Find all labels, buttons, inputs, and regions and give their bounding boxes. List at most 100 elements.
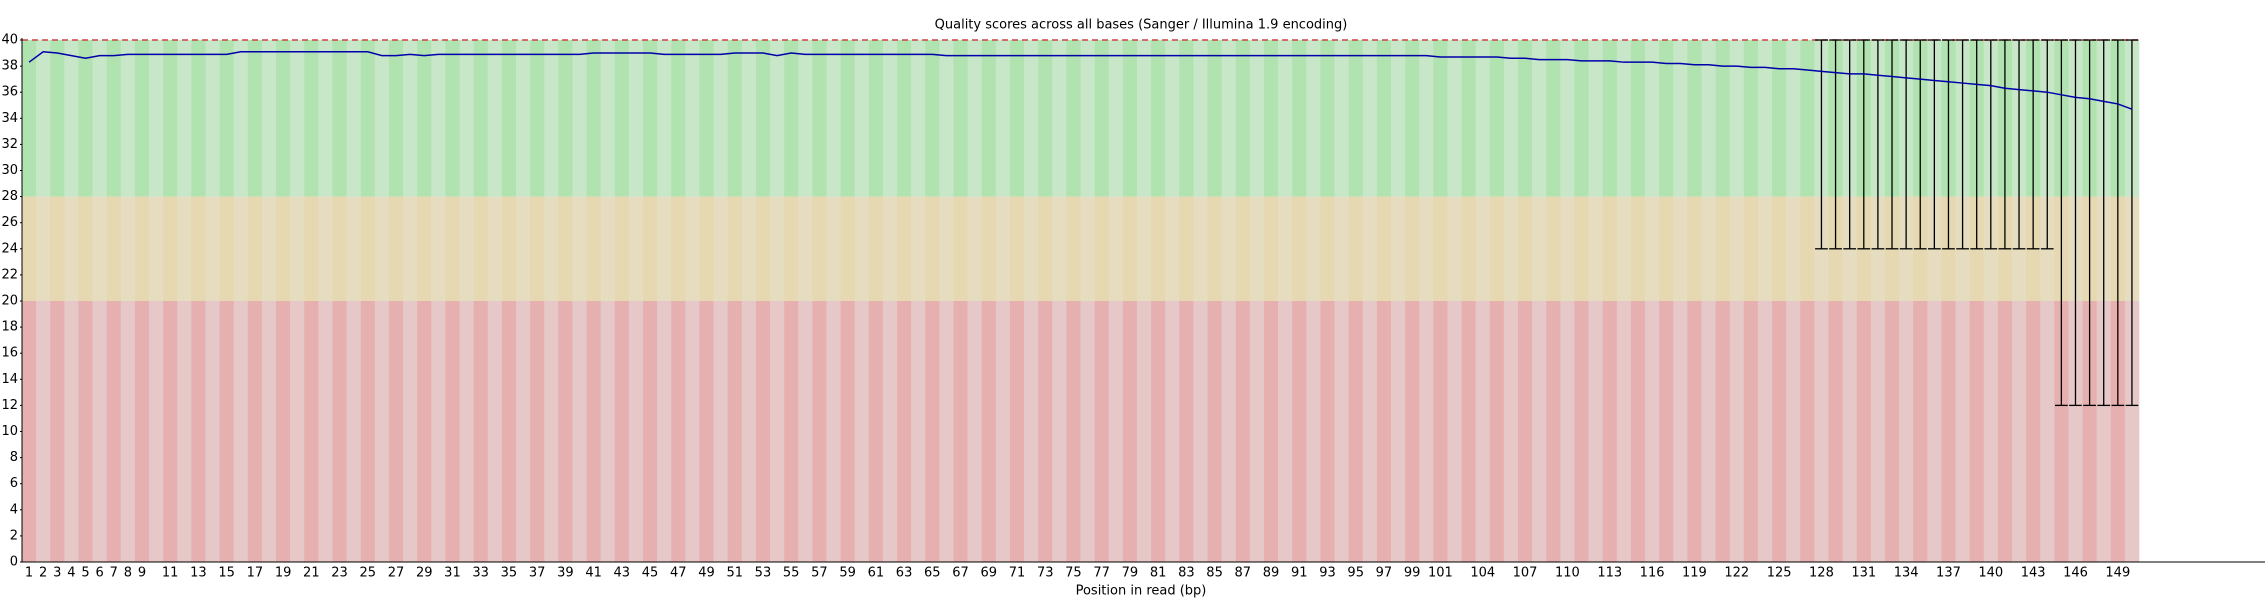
band-stripe	[798, 301, 813, 562]
y-tick-label: 28	[1, 189, 18, 204]
band-stripe	[1856, 301, 1872, 562]
band-stripe	[713, 301, 728, 562]
x-tick-label: 91	[1291, 566, 1308, 581]
band-stripe	[1602, 196, 1618, 301]
band-stripe	[1334, 301, 1349, 562]
band-stripe	[64, 40, 79, 197]
band-stripe	[106, 40, 122, 197]
band-stripe	[318, 40, 333, 197]
x-tick-label: 45	[642, 566, 659, 581]
x-tick-label: 77	[1093, 566, 1110, 581]
band-stripe	[586, 40, 601, 197]
band-stripe	[600, 40, 616, 197]
x-tick-label: 85	[1206, 566, 1223, 581]
band-stripe	[1348, 40, 1364, 197]
band-stripe	[770, 196, 785, 301]
x-tick-label: 53	[755, 566, 772, 581]
band-stripe	[1151, 301, 1166, 562]
band-stripe	[247, 40, 263, 197]
band-stripe	[459, 301, 474, 562]
band-stripe	[487, 196, 503, 301]
x-tick-label: 47	[670, 566, 687, 581]
band-stripe	[1136, 40, 1152, 197]
band-stripe	[445, 196, 460, 301]
x-tick-label: 39	[557, 566, 574, 581]
band-stripe	[459, 196, 474, 301]
band-stripe	[473, 301, 489, 562]
band-stripe	[1687, 40, 1702, 197]
band-stripe	[1772, 301, 1787, 562]
band-stripe	[22, 301, 37, 562]
band-stripe	[374, 301, 390, 562]
band-stripe	[177, 196, 192, 301]
band-stripe	[953, 301, 968, 562]
band-stripe	[572, 40, 587, 197]
band-stripe	[642, 40, 658, 197]
band-stripe	[1080, 196, 1095, 301]
band-stripe	[149, 301, 164, 562]
band-stripe	[233, 301, 249, 562]
band-stripe	[1433, 40, 1448, 197]
x-tick-label: 69	[980, 566, 997, 581]
band-stripe	[784, 40, 799, 197]
band-stripe	[1221, 40, 1237, 197]
band-stripe	[1743, 196, 1759, 301]
band-stripe	[1687, 301, 1702, 562]
band-stripe	[318, 196, 333, 301]
x-tick-label: 57	[811, 566, 828, 581]
y-tick-label: 40	[1, 33, 18, 48]
x-tick-label: 19	[275, 566, 292, 581]
band-stripe	[1193, 301, 1208, 562]
band-stripe	[544, 40, 559, 197]
band-stripe	[586, 301, 601, 562]
chart-title: Quality scores across all bases (Sanger …	[935, 18, 1348, 33]
band-stripe	[163, 301, 178, 562]
band-stripe	[628, 40, 644, 197]
band-stripe	[1814, 301, 1829, 562]
band-stripe	[854, 196, 870, 301]
band-stripe	[628, 196, 644, 301]
band-stripe	[685, 196, 700, 301]
band-stripe	[685, 301, 700, 562]
x-tick-label: 73	[1037, 566, 1054, 581]
band-stripe	[515, 301, 531, 562]
band-stripe	[840, 301, 855, 562]
band-stripe	[1729, 301, 1745, 562]
band-stripe	[1659, 196, 1674, 301]
band-stripe	[840, 40, 855, 197]
band-stripe	[36, 40, 51, 197]
band-stripe	[1645, 301, 1660, 562]
band-stripe	[2082, 301, 2097, 562]
mean-line	[28, 50, 2133, 110]
band-stripe	[1772, 196, 1787, 301]
band-stripe	[403, 301, 418, 562]
band-stripe	[2068, 301, 2083, 562]
y-tick-label: 14	[1, 372, 18, 387]
x-tick-label: 21	[303, 566, 320, 581]
band-stripe	[939, 301, 954, 562]
band-stripe	[261, 40, 277, 197]
band-stripe	[741, 196, 757, 301]
x-tick-label: 116	[1640, 566, 1665, 581]
x-tick-label: 143	[2021, 566, 2046, 581]
band-stripe	[417, 196, 432, 301]
band-stripe	[276, 196, 291, 301]
band-stripe	[177, 40, 192, 197]
band-stripe	[1306, 40, 1321, 197]
y-tick-label: 30	[1, 163, 18, 178]
band-stripe	[1673, 301, 1688, 562]
band-stripe	[1870, 301, 1886, 562]
band-stripe	[233, 196, 249, 301]
x-tick-label: 95	[1347, 566, 1364, 581]
band-stripe	[332, 40, 347, 197]
x-tick-label: 27	[388, 566, 405, 581]
band-stripe	[1630, 40, 1646, 197]
band-stripe	[671, 40, 686, 197]
y-tick-label: 22	[1, 267, 18, 282]
band-stripe	[1772, 40, 1787, 197]
x-tick-label: 4	[67, 566, 75, 581]
x-tick-label: 63	[896, 566, 913, 581]
y-tick-label: 8	[10, 450, 18, 465]
x-tick-label: 128	[1809, 566, 1834, 581]
band-stripe	[1221, 196, 1237, 301]
